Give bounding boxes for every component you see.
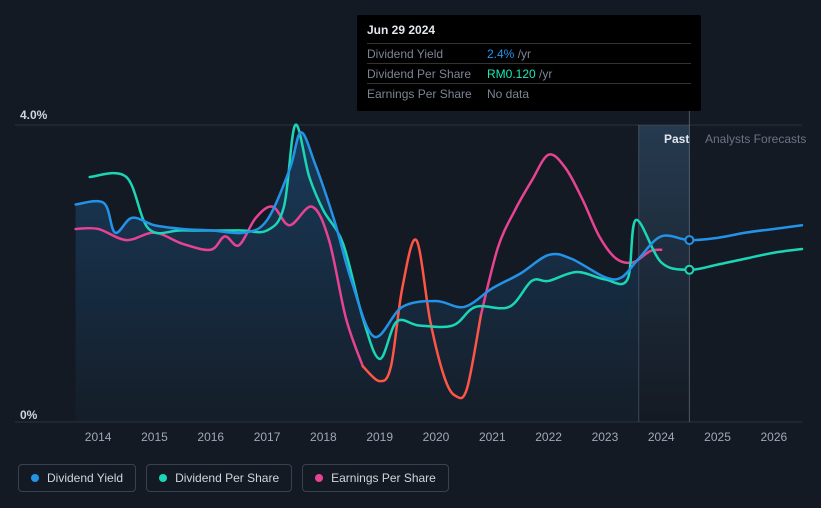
tooltip-row-unit: /yr [536,67,553,81]
tooltip-date: Jun 29 2024 [367,23,691,37]
tooltip-row-value: 2.4% [487,47,514,61]
tooltip-row: Dividend Per Share RM0.120 /yr [367,63,691,83]
y-axis-min-label: 0% [20,408,37,422]
x-axis-tick-label: 2024 [648,430,675,444]
x-axis-tick-label: 2026 [760,430,787,444]
x-axis-tick-label: 2015 [141,430,168,444]
forecast-label: Analysts Forecasts [705,132,806,146]
tooltip-row-label: Dividend Per Share [367,67,477,81]
dividend-yield-marker [685,236,693,244]
x-axis-tick-label: 2020 [423,430,450,444]
x-axis-tick-label: 2023 [592,430,619,444]
legend-dividend-per-share[interactable]: Dividend Per Share [146,464,292,492]
x-axis-tick-label: 2016 [197,430,224,444]
legend-dividend-yield[interactable]: Dividend Yield [18,464,136,492]
x-axis-tick-label: 2017 [254,430,281,444]
x-axis-tick-label: 2014 [85,430,112,444]
tooltip-row-value: No data [487,87,529,101]
x-axis-tick-label: 2018 [310,430,337,444]
legend: Dividend Yield Dividend Per Share Earnings… [18,464,449,492]
legend-label: Earnings Per Share [331,471,436,485]
dividend-yield-area [76,132,639,422]
past-label: Past [664,132,689,146]
dividend-per-share-marker [685,266,693,274]
x-axis-tick-label: 2021 [479,430,506,444]
tooltip-row-label: Earnings Per Share [367,87,477,101]
tooltip-row-label: Dividend Yield [367,47,477,61]
legend-dot-icon [159,474,167,482]
tooltip-row-unit: /yr [514,47,531,61]
tooltip-row-value: RM0.120 [487,67,536,81]
x-axis-tick-label: 2025 [704,430,731,444]
tooltip: Jun 29 2024 Dividend Yield2.4% /yrDivide… [357,15,701,111]
x-axis-tick-label: 2019 [366,430,393,444]
y-axis-max-label: 4.0% [20,108,47,122]
tooltip-row: Earnings Per Share No data [367,83,691,103]
x-axis-tick-label: 2022 [535,430,562,444]
legend-label: Dividend Yield [47,471,123,485]
legend-dot-icon [315,474,323,482]
current-period-highlight [639,125,690,422]
legend-dot-icon [31,474,39,482]
tooltip-row: Dividend Yield 2.4% /yr [367,43,691,63]
legend-earnings-per-share[interactable]: Earnings Per Share [302,464,449,492]
legend-label: Dividend Per Share [175,471,279,485]
chart-container: Jun 29 2024 Dividend Yield2.4% /yrDivide… [0,0,821,508]
